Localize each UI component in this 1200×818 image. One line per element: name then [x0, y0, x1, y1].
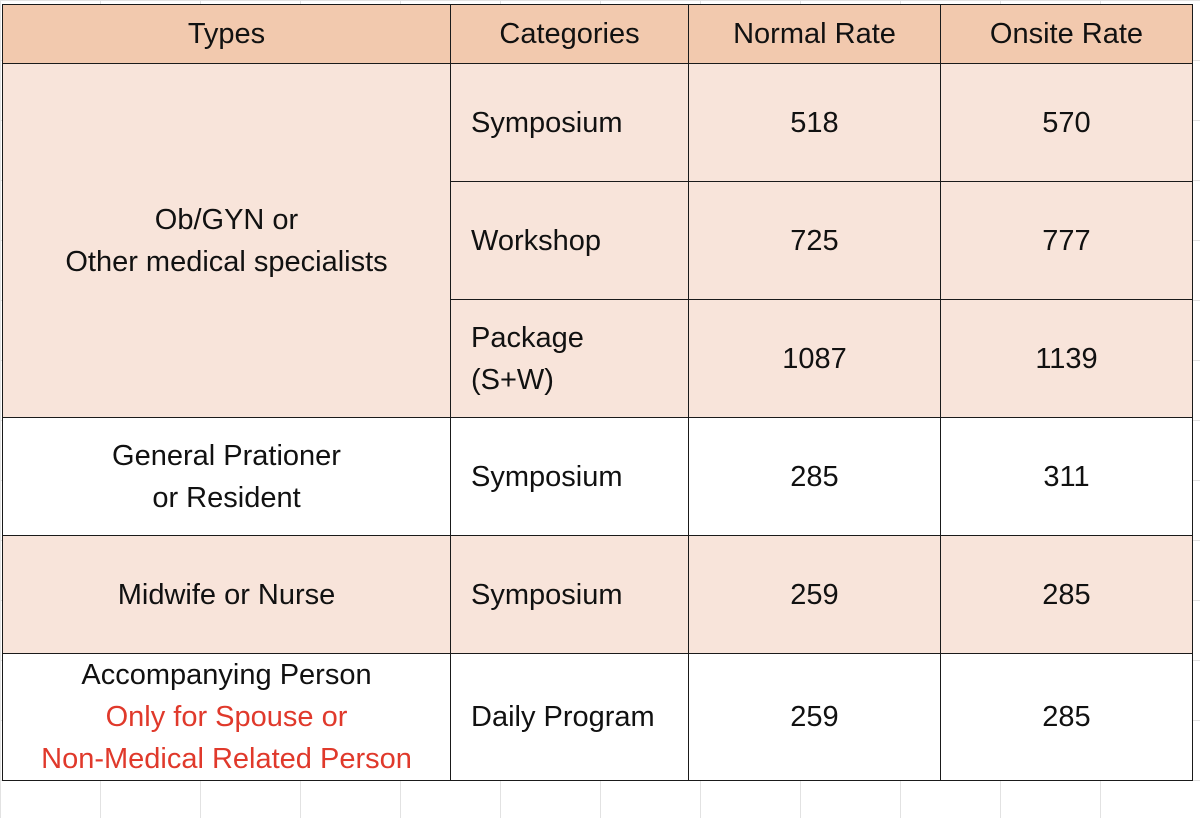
type-label: Other medical specialists: [65, 245, 388, 278]
onsite-rate-cell: 1139: [940, 299, 1193, 418]
category-cell: Symposium: [450, 63, 689, 182]
normal-rate-cell: 259: [688, 653, 941, 781]
normal-rate-cell: 518: [688, 63, 941, 182]
category-cell: Symposium: [450, 535, 689, 654]
onsite-rate-cell: 570: [940, 63, 1193, 182]
type-label: Midwife or Nurse: [117, 578, 336, 611]
header-types: Types: [2, 4, 451, 64]
header-categories: Categories: [450, 4, 689, 64]
table-row: Package (S+W) 1087 1139: [3, 299, 1193, 418]
category-cell: Daily Program: [450, 653, 689, 781]
type-label: or Resident: [152, 481, 301, 514]
category-label: (S+W): [471, 363, 554, 396]
normal-rate-cell: 285: [688, 417, 941, 536]
onsite-rate-cell: 285: [940, 535, 1193, 654]
registration-rates-table: Types Categories Normal Rate Onsite Rate…: [2, 4, 1193, 781]
type-cell: General Prationer or Resident: [2, 417, 451, 536]
type-label: Ob/GYN or: [154, 203, 299, 236]
type-label: General Prationer: [112, 439, 341, 472]
table-row: Accompanying Person Only for Spouse or N…: [2, 653, 1193, 781]
category-cell: Symposium: [450, 417, 689, 536]
normal-rate-cell: 725: [688, 181, 941, 300]
header-row: Types Categories Normal Rate Onsite Rate: [2, 4, 1193, 64]
type-note: Only for Spouse or: [105, 701, 348, 733]
onsite-rate-cell: 777: [940, 181, 1193, 300]
table-body: Ob/GYN or Other medical specialists Symp…: [2, 63, 1193, 781]
onsite-rate-cell: 311: [940, 417, 1193, 536]
table-row: Ob/GYN or Other medical specialists Symp…: [2, 63, 1193, 418]
category-label: Package: [471, 321, 584, 354]
type-cell: Accompanying Person Only for Spouse or N…: [2, 653, 451, 781]
normal-rate-cell: 1087: [688, 299, 941, 418]
category-cell: Workshop: [450, 181, 689, 300]
table-row: General Prationer or Resident Symposium …: [2, 417, 1193, 536]
category-label: Symposium: [471, 460, 623, 493]
table-row: Workshop 725 777: [3, 181, 1193, 300]
category-label: Symposium: [471, 578, 623, 611]
category-label: Symposium: [471, 106, 623, 139]
category-label: Daily Program: [471, 701, 655, 733]
category-cell: Package (S+W): [450, 299, 689, 418]
normal-rate-cell: 259: [688, 535, 941, 654]
type-cell: Midwife or Nurse: [2, 535, 451, 654]
onsite-rate-cell: 285: [940, 653, 1193, 781]
type-cell: Ob/GYN or Other medical specialists: [2, 63, 451, 418]
type-note: Non-Medical Related Person: [41, 743, 412, 775]
header-onsite-rate: Onsite Rate: [940, 4, 1193, 64]
category-label: Workshop: [471, 224, 602, 257]
header-normal-rate: Normal Rate: [688, 4, 941, 64]
table-row: Midwife or Nurse Symposium 259 285: [2, 535, 1193, 654]
type-label: Accompanying Person: [81, 659, 372, 691]
